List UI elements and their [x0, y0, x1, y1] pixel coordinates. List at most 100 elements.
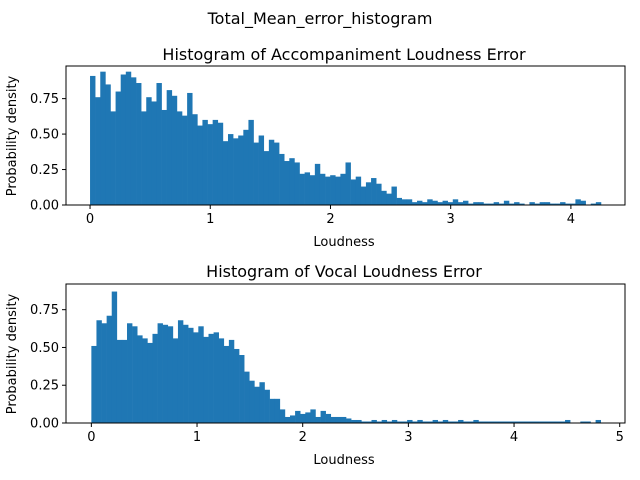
histogram-bar — [228, 339, 235, 423]
histogram-bar — [290, 415, 296, 423]
histogram-bar — [478, 202, 484, 205]
histogram-bar — [171, 95, 178, 205]
histogram-bar — [452, 421, 459, 423]
histogram-bar — [463, 200, 469, 205]
histogram-bar — [458, 419, 464, 423]
y-ticks: 0.00 0.25 0.50 0.75 — [30, 92, 66, 214]
histogram-bar — [304, 172, 311, 205]
y-tick-label: 0.50 — [30, 128, 59, 143]
histogram-bar — [305, 412, 311, 423]
histogram-bar — [473, 202, 479, 205]
histogram-bar — [402, 421, 408, 423]
histogram-bar — [273, 142, 280, 205]
histogram-bar — [121, 339, 128, 423]
histogram-bar — [162, 324, 169, 423]
y-tick-label: 0.75 — [30, 303, 59, 318]
histogram-bar — [356, 419, 362, 423]
histogram-bar — [396, 197, 402, 205]
chart-title: Histogram of Vocal Loudness Error — [206, 262, 482, 281]
histogram-bar — [422, 202, 428, 205]
histogram-bar — [498, 203, 505, 205]
x-axis-label: Loudness — [313, 235, 374, 250]
histogram-bar — [355, 176, 362, 205]
histogram-bar — [427, 199, 433, 205]
histogram-bar — [198, 326, 204, 423]
histogram-bar — [391, 419, 398, 423]
histogram-bar — [96, 320, 102, 423]
histogram-bar — [125, 71, 132, 205]
histogram-bar — [483, 203, 489, 205]
histogram-bar — [457, 202, 464, 205]
histogram-bar — [223, 345, 230, 423]
histogram-bar — [120, 74, 127, 205]
histogram-bar — [432, 419, 439, 423]
histogram-bar — [110, 111, 116, 205]
histogram-bar — [498, 421, 505, 423]
y-tick-label: 0.25 — [30, 163, 59, 178]
histogram-bar — [213, 332, 219, 423]
histogram-bar — [417, 200, 423, 205]
histogram-bar — [585, 421, 591, 423]
histogram-bar — [254, 386, 260, 423]
histogram-bar — [442, 419, 449, 423]
histogram-bar — [203, 336, 209, 423]
histogram-bar — [330, 175, 336, 205]
histogram-bar — [401, 199, 408, 205]
x-tick-label: 0 — [86, 212, 94, 227]
x-tick-label: 4 — [510, 430, 518, 445]
x-tick-label: 1 — [206, 212, 214, 227]
histogram-bar — [406, 199, 413, 205]
histogram-bar — [130, 77, 137, 205]
histogram-bar — [188, 327, 194, 423]
figure-suptitle: Total_Mean_error_histogram — [207, 9, 433, 29]
histogram-bar — [197, 125, 203, 205]
histogram-bar — [193, 332, 199, 423]
histogram-bar — [325, 413, 332, 423]
x-ticks: 0 1 2 3 4 — [86, 205, 575, 227]
histogram-bar — [493, 421, 500, 423]
histogram-bar — [565, 203, 571, 205]
histogram-bar — [284, 161, 290, 205]
histogram-bar — [172, 338, 179, 423]
histogram-bar — [258, 135, 265, 205]
histogram-bar — [503, 421, 510, 423]
x-axis-label: Loudness — [313, 453, 374, 468]
histogram-bar — [483, 421, 489, 423]
chart-title: Histogram of Accompaniment Loudness Erro… — [162, 45, 526, 64]
x-tick-label: 3 — [447, 212, 455, 227]
axes-frame — [65, 65, 626, 206]
histogram-bar — [218, 338, 225, 423]
histogram-bar — [386, 193, 392, 205]
histogram-bar — [534, 203, 540, 205]
histogram-bar — [319, 173, 326, 205]
histogram-bar — [249, 380, 255, 423]
histogram-bar — [166, 90, 173, 205]
x-tick-label: 5 — [616, 430, 624, 445]
histogram-bar — [376, 421, 382, 423]
histogram-bar — [478, 421, 484, 423]
bars — [91, 291, 601, 423]
histogram-bar — [335, 176, 341, 205]
histogram-bar — [248, 119, 254, 205]
histogram-bar — [417, 419, 423, 423]
histogram-bar — [137, 335, 143, 423]
histogram-bar — [222, 141, 229, 205]
histogram-bar — [519, 421, 525, 423]
histogram-bar — [514, 202, 520, 205]
y-ticks: 0.00 0.25 0.50 0.75 — [30, 303, 66, 432]
histogram-bar — [259, 382, 265, 423]
histogram-bar — [437, 202, 443, 205]
histogram-bar — [116, 339, 123, 423]
histogram-bar — [468, 203, 474, 205]
histogram-bar — [595, 202, 602, 205]
histogram-bar — [300, 413, 306, 423]
histogram-bar — [422, 421, 428, 423]
histogram-bar — [590, 203, 597, 205]
y-tick-label: 0.50 — [30, 341, 59, 356]
histogram-bar — [212, 119, 219, 205]
histogram-bar — [146, 97, 152, 205]
histogram-bar — [183, 324, 189, 423]
histogram-bar — [386, 421, 393, 423]
histogram-bar — [560, 202, 566, 205]
